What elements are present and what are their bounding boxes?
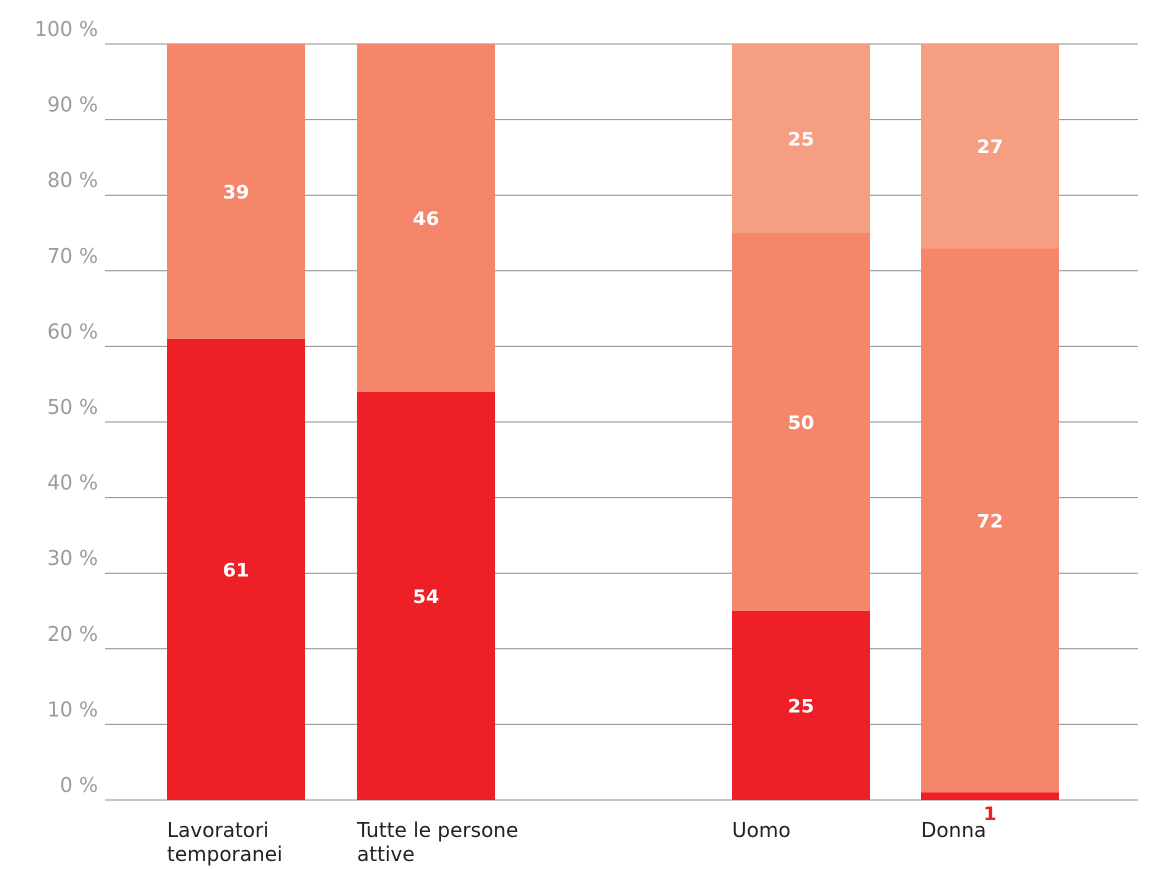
bar-segment bbox=[167, 44, 305, 339]
y-tick-label: 0 % bbox=[60, 773, 98, 797]
y-tick-label: 100 % bbox=[34, 17, 98, 41]
bar-segment bbox=[921, 44, 1059, 249]
category-label: Uomo bbox=[732, 818, 791, 842]
y-tick-label: 50 % bbox=[47, 395, 98, 419]
y-tick-label: 90 % bbox=[47, 93, 98, 117]
category-label: temporanei bbox=[167, 842, 283, 866]
bar-segment bbox=[921, 248, 1059, 793]
category-label: attive bbox=[357, 842, 415, 866]
category-label: Lavoratori bbox=[167, 818, 269, 842]
y-tick-label: 10 % bbox=[47, 697, 98, 721]
y-tick-label: 70 % bbox=[47, 244, 98, 268]
data-label: 46 bbox=[413, 208, 439, 230]
y-tick-label: 30 % bbox=[47, 546, 98, 570]
data-label: 39 bbox=[223, 181, 249, 203]
category-label: Tutte le persone bbox=[356, 818, 518, 842]
value-labels: 61 39 54 46 25 50 25 1 72 27 bbox=[223, 129, 1003, 826]
data-label: 1 bbox=[983, 803, 996, 825]
data-label: 25 bbox=[788, 129, 814, 151]
data-label: 61 bbox=[223, 559, 249, 581]
data-label: 27 bbox=[977, 136, 1003, 158]
y-axis-ticks: 0 % 10 % 20 % 30 % 40 % 50 % 60 % 70 % 80 % 90 % 1… bbox=[34, 17, 98, 797]
bar-segment bbox=[732, 44, 870, 233]
bar-segment bbox=[167, 338, 305, 800]
y-tick-label: 40 % bbox=[47, 471, 98, 495]
bar-segment bbox=[732, 611, 870, 800]
y-tick-label: 20 % bbox=[47, 622, 98, 646]
y-tick-label: 80 % bbox=[47, 168, 98, 192]
bar-segment bbox=[357, 391, 495, 800]
data-label: 72 bbox=[977, 510, 1003, 532]
bar-segment bbox=[921, 792, 1059, 800]
category-label: Donna bbox=[921, 818, 986, 842]
bar-segment bbox=[357, 44, 495, 392]
data-label: 50 bbox=[788, 412, 814, 434]
bars bbox=[167, 44, 1059, 800]
data-label: 25 bbox=[788, 696, 814, 718]
data-label: 54 bbox=[413, 586, 439, 608]
bar-segment bbox=[732, 233, 870, 611]
y-tick-label: 60 % bbox=[47, 319, 98, 343]
